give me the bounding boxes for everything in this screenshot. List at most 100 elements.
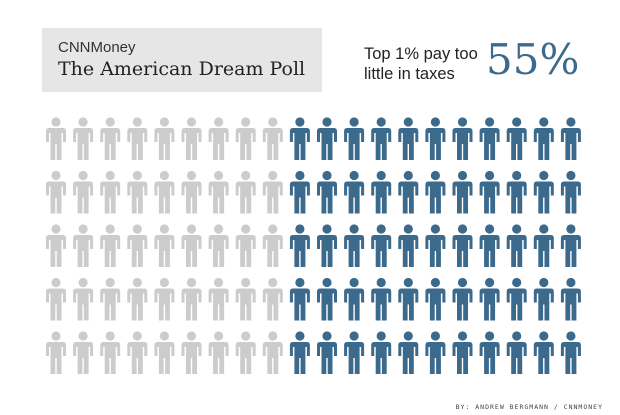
person-icon [344, 331, 365, 374]
person-icon [46, 117, 66, 160]
person-icon [154, 170, 175, 214]
person-icon [533, 277, 554, 321]
person-icon [46, 170, 66, 214]
person-icon [560, 170, 581, 214]
person-icon [425, 117, 446, 160]
person-icon [344, 117, 365, 160]
person-icon [425, 277, 446, 321]
person-icon [344, 170, 365, 214]
person-icon [100, 117, 121, 160]
person-icon [452, 277, 473, 321]
person-icon [235, 277, 256, 321]
person-icon [127, 170, 148, 214]
person-icon [425, 224, 446, 267]
person-icon [398, 277, 419, 321]
person-icon [452, 170, 473, 214]
person-icon [452, 117, 473, 160]
person-icon [398, 170, 419, 214]
person-icon [154, 224, 175, 267]
person-icon [371, 331, 392, 374]
person-icon [398, 224, 419, 267]
person-icon [289, 170, 310, 214]
person-icon [533, 117, 554, 160]
person-icon [398, 331, 419, 374]
person-icon [289, 277, 310, 321]
person-icon [344, 277, 365, 321]
person-icon [317, 224, 337, 267]
person-icon [46, 224, 66, 267]
person-icon [235, 331, 256, 374]
person-icon [506, 224, 527, 267]
person-icon [344, 224, 365, 267]
person-icon [181, 117, 202, 160]
person-icon [235, 170, 256, 214]
person-icon [208, 331, 229, 374]
person-icon [506, 117, 527, 160]
person-icon [100, 170, 121, 214]
person-icon [289, 331, 310, 374]
stat-label: Top 1% pay too little in taxes [364, 45, 478, 83]
person-icon [235, 224, 256, 267]
person-icon [560, 224, 581, 267]
person-icon [506, 170, 527, 214]
person-icon [398, 117, 419, 160]
person-icon [154, 277, 175, 321]
credit-line: BY: ANDREW BERGMANN / CNNMONEY [455, 403, 603, 411]
person-icon [506, 277, 527, 321]
person-icon [262, 224, 283, 267]
person-icon [46, 331, 66, 374]
person-icon [262, 117, 283, 160]
person-icon [317, 331, 337, 374]
person-icon [371, 277, 392, 321]
person-icon [208, 170, 229, 214]
person-icon [208, 117, 229, 160]
person-icon [425, 170, 446, 214]
person-icon [100, 277, 121, 321]
person-icon [127, 277, 148, 321]
person-icon [208, 224, 229, 267]
person-icon [262, 331, 283, 374]
person-icon [100, 224, 121, 267]
person-icon [452, 331, 473, 374]
person-icon [73, 277, 94, 321]
person-icon [154, 117, 175, 160]
person-icon [289, 117, 310, 160]
person-icon [181, 277, 202, 321]
person-icon [479, 277, 500, 321]
person-icon [452, 224, 473, 267]
person-icon [317, 170, 337, 214]
person-icon [479, 224, 500, 267]
person-icon [560, 117, 581, 160]
person-icon [560, 331, 581, 374]
person-icon [181, 331, 202, 374]
person-icon [208, 277, 229, 321]
person-icon [289, 224, 310, 267]
person-icon [533, 170, 554, 214]
person-icon [73, 117, 94, 160]
person-icon [235, 117, 256, 160]
person-icon [262, 170, 283, 214]
brand-name: CNNMoney [58, 39, 136, 56]
person-icon [181, 170, 202, 214]
person-icon [425, 331, 446, 374]
person-icon [371, 117, 392, 160]
person-icon [479, 170, 500, 214]
person-icon [154, 331, 175, 374]
person-icon [533, 331, 554, 374]
person-icon [317, 277, 337, 321]
person-icon [100, 331, 121, 374]
title-box: CNNMoney The American Dream Poll [42, 28, 322, 92]
stat-value: 55% [486, 35, 580, 84]
person-icon [533, 224, 554, 267]
person-icon [371, 224, 392, 267]
poll-title: The American Dream Poll [58, 58, 306, 80]
person-icon [46, 277, 66, 321]
person-icon [371, 170, 392, 214]
person-icon [560, 277, 581, 321]
person-icon [73, 224, 94, 267]
person-icon [262, 277, 283, 321]
person-icon [506, 331, 527, 374]
person-icon [181, 224, 202, 267]
person-icon [479, 331, 500, 374]
